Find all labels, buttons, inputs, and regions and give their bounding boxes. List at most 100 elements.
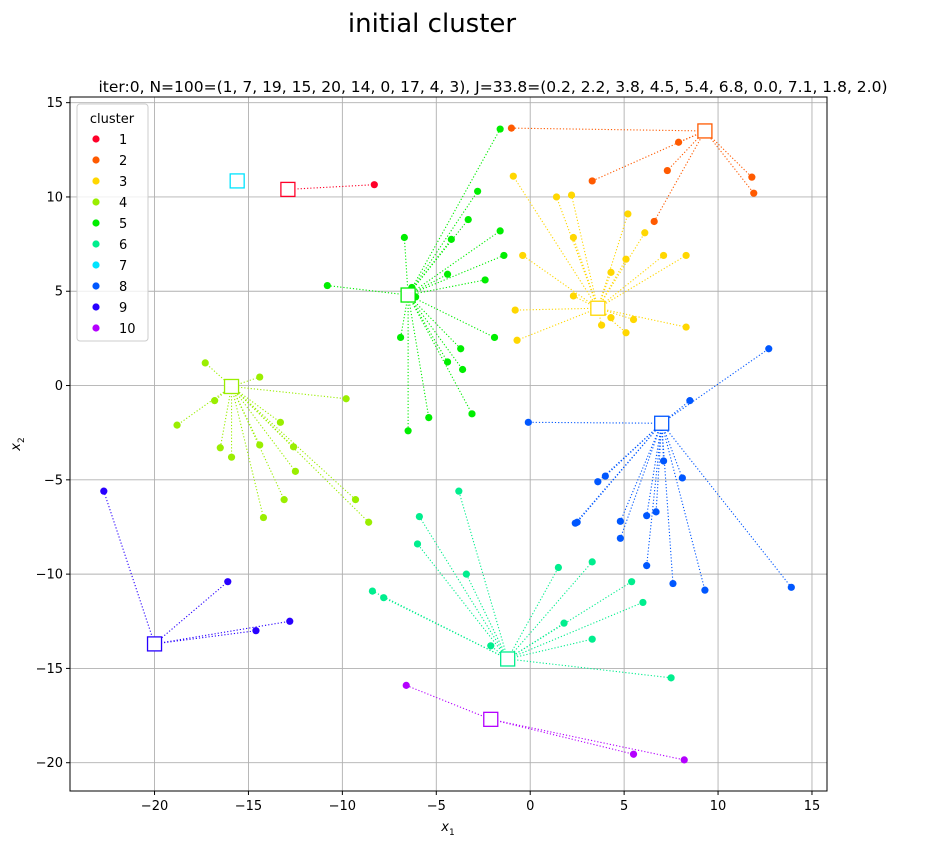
point-cluster-3 xyxy=(682,323,690,331)
legend-label: 9 xyxy=(119,301,127,316)
link-line-cluster-3 xyxy=(571,194,599,309)
link-line-cluster-5 xyxy=(407,230,501,296)
x-tick-label: −20 xyxy=(141,799,168,814)
link-line-cluster-6 xyxy=(458,490,509,660)
point-cluster-5 xyxy=(468,410,476,418)
point-cluster-9 xyxy=(224,578,232,586)
point-cluster-8 xyxy=(594,478,602,486)
legend-label: 8 xyxy=(119,280,127,295)
y-tick-label: 10 xyxy=(46,190,63,205)
link-line-cluster-6 xyxy=(507,567,559,660)
point-cluster-3 xyxy=(624,210,632,218)
legend-label: 3 xyxy=(119,175,127,190)
point-cluster-6 xyxy=(462,570,470,578)
link-line-cluster-3 xyxy=(512,175,599,309)
center-cluster-1 xyxy=(280,181,296,198)
point-cluster-4 xyxy=(291,467,300,475)
point-cluster-5 xyxy=(425,413,433,422)
point-cluster-3 xyxy=(519,251,527,260)
point-cluster-3 xyxy=(607,268,615,276)
link-line-cluster-3 xyxy=(597,213,629,309)
point-cluster-8 xyxy=(787,583,795,591)
point-cluster-6 xyxy=(588,558,596,566)
point-cluster-8 xyxy=(765,345,773,353)
point-cluster-8 xyxy=(643,512,651,520)
point-cluster-6 xyxy=(560,619,568,627)
point-cluster-4 xyxy=(256,373,264,381)
point-cluster-2 xyxy=(750,189,758,197)
point-cluster-3 xyxy=(509,172,517,180)
point-cluster-3 xyxy=(659,251,668,260)
y-tick-label: −15 xyxy=(36,662,63,677)
legend-label: 6 xyxy=(119,238,127,253)
y-axis-label: x2 xyxy=(9,437,27,451)
x-tick-label: −15 xyxy=(235,799,262,814)
link-line-cluster-5 xyxy=(407,294,495,338)
legend-box xyxy=(76,103,149,342)
link-line-cluster-10 xyxy=(406,684,491,720)
link-line-cluster-8 xyxy=(646,423,663,566)
point-cluster-8 xyxy=(678,474,686,482)
point-cluster-8 xyxy=(571,519,579,527)
point-cluster-6 xyxy=(380,594,388,602)
point-cluster-6 xyxy=(487,642,495,650)
link-line-cluster-5 xyxy=(407,254,505,296)
point-cluster-2 xyxy=(748,173,756,181)
point-cluster-4 xyxy=(276,418,284,426)
point-cluster-3 xyxy=(629,315,638,324)
legend-marker xyxy=(92,240,100,248)
point-cluster-4 xyxy=(280,496,288,504)
center-cluster-2 xyxy=(697,123,713,139)
plot-title: iter:0, N=100=(1, 7, 19, 15, 20, 14, 0, … xyxy=(98,78,887,96)
legend-label: 4 xyxy=(119,196,127,211)
link-line-cluster-2 xyxy=(653,130,706,222)
y-tick-label: −20 xyxy=(36,756,63,771)
point-cluster-4 xyxy=(201,359,209,367)
legend-label: 10 xyxy=(119,322,136,337)
legend-label: 5 xyxy=(119,217,127,232)
link-line-cluster-2 xyxy=(666,130,706,171)
point-cluster-5 xyxy=(481,276,489,284)
point-cluster-8 xyxy=(601,472,609,480)
legend-item-9: 9 xyxy=(92,301,127,316)
link-line-cluster-5 xyxy=(408,279,486,296)
link-line-cluster-6 xyxy=(383,597,508,660)
point-cluster-5 xyxy=(458,365,467,374)
data-points xyxy=(100,124,795,764)
legend-marker xyxy=(92,198,100,206)
legend-label: 1 xyxy=(119,133,127,148)
point-cluster-9 xyxy=(100,487,108,495)
link-line-cluster-6 xyxy=(418,516,509,660)
point-cluster-6 xyxy=(667,674,675,682)
link-line-cluster-2 xyxy=(704,130,755,194)
link-line-cluster-6 xyxy=(507,561,593,660)
legend-item-4: 4 xyxy=(92,196,127,211)
point-cluster-3 xyxy=(641,229,649,237)
point-cluster-5 xyxy=(443,270,452,278)
point-cluster-5 xyxy=(457,345,465,353)
center-cluster-5 xyxy=(400,287,416,303)
point-cluster-5 xyxy=(447,235,455,243)
point-cluster-2 xyxy=(663,166,671,175)
point-cluster-3 xyxy=(552,193,561,201)
point-cluster-4 xyxy=(289,443,298,451)
legend-marker xyxy=(92,177,100,185)
point-cluster-10 xyxy=(629,750,638,758)
center-cluster-7 xyxy=(229,173,245,189)
legend-marker xyxy=(92,156,100,164)
link-line-cluster-8 xyxy=(655,423,663,512)
point-cluster-5 xyxy=(404,427,412,435)
point-cluster-3 xyxy=(682,251,690,260)
x-tick-label: 0 xyxy=(526,799,534,814)
link-line-cluster-5 xyxy=(407,294,464,370)
point-cluster-8 xyxy=(524,418,532,426)
point-cluster-6 xyxy=(455,487,463,495)
point-cluster-9 xyxy=(286,617,294,625)
legend-marker xyxy=(92,282,100,290)
link-line-cluster-5 xyxy=(407,294,473,415)
point-cluster-5 xyxy=(496,227,504,235)
link-line-cluster-2 xyxy=(591,130,706,182)
legend-label: 7 xyxy=(119,259,127,274)
center-cluster-3 xyxy=(590,300,606,316)
